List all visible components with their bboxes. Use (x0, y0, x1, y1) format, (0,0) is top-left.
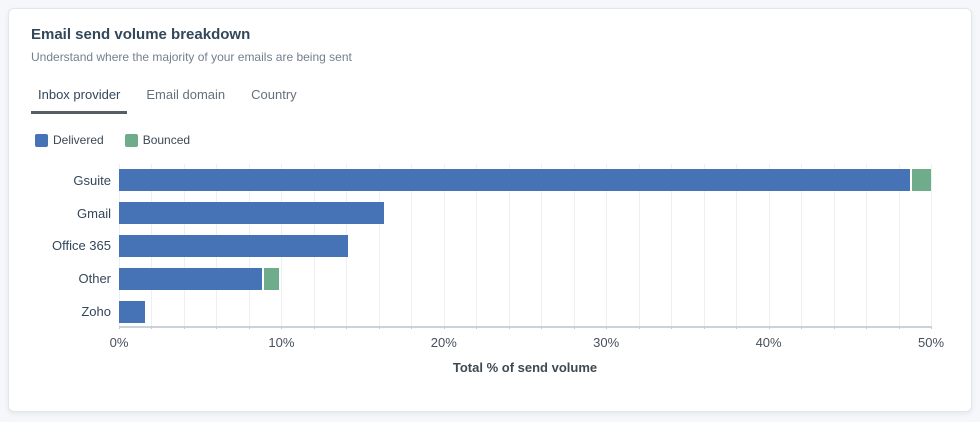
bar-row-other: Other (78, 262, 931, 295)
gridline (671, 164, 673, 326)
bar-row-gsuite: Gsuite (73, 164, 931, 197)
axis-tick (866, 326, 868, 329)
axis-tick (638, 326, 640, 329)
plot-area: Gsuite Gmail Office 365 Other Zoho (52, 164, 932, 329)
x-tick-label: 20% (430, 335, 457, 350)
gridline (508, 164, 510, 326)
axis-tick (281, 326, 283, 329)
bar-segment-delivered (119, 202, 384, 225)
gridline (443, 164, 445, 326)
axis-tick (898, 326, 900, 329)
axis-tick (119, 326, 120, 329)
card-subtitle: Understand where the majority of your em… (31, 50, 352, 64)
page-title: Email send volume breakdown (31, 26, 251, 43)
tab-bar: Inbox provider Email domain Country (31, 87, 949, 114)
axis-tick (378, 326, 380, 329)
email-send-volume-card: Email send volume breakdown Understand w… (8, 8, 972, 412)
category-label: Zoho (81, 304, 111, 320)
axis-tick (736, 326, 738, 329)
bar-row-gmail: Gmail (77, 197, 931, 230)
x-tick-label: 50% (917, 335, 945, 350)
axis-tick (931, 326, 932, 329)
axis-tick (346, 326, 348, 329)
bar-segment-bounced (263, 267, 279, 290)
stacked-bar (119, 169, 931, 192)
legend-swatch-delivered (35, 133, 48, 147)
gridline (898, 164, 900, 326)
x-axis-title: Total % of send volume (452, 360, 598, 375)
axis-tick (573, 326, 575, 329)
gridline (573, 164, 575, 326)
gridline (703, 164, 705, 326)
x-tick-label: 0% (109, 335, 129, 350)
axis-tick (313, 326, 315, 329)
bar-segment-bounced (911, 169, 931, 192)
axis-tick (768, 326, 770, 329)
gridline (541, 164, 543, 326)
legend-item-delivered[interactable]: Delivered (35, 133, 104, 147)
gridline (411, 164, 413, 326)
axis-tick (183, 326, 185, 329)
axis-tick (801, 326, 803, 329)
gridline (736, 164, 738, 326)
tab-inbox-provider[interactable]: Inbox provider (31, 87, 128, 114)
category-label: Office 365 (51, 238, 111, 254)
axis-tick (606, 326, 608, 329)
bar-segment-delivered (119, 300, 145, 323)
tab-country[interactable]: Country (251, 87, 297, 102)
x-tick-label: 40% (755, 335, 782, 350)
tab-email-domain[interactable]: Email domain (146, 87, 226, 102)
gridline (476, 164, 478, 326)
axis-tick (476, 326, 478, 329)
axis-tick (541, 326, 543, 329)
stacked-bar (119, 234, 931, 257)
bar-chart: Gsuite Gmail Office 365 Other Zoho 0% 10% 20% 3… (31, 164, 949, 375)
x-axis: 0% 10% 20% 30% 40% 50% (110, 335, 944, 351)
x-tick-label: 10% (268, 335, 295, 350)
stacked-bar (119, 300, 931, 323)
gridline (638, 164, 640, 326)
axis-tick (671, 326, 673, 329)
gridline (768, 164, 770, 326)
x-tick-label: 30% (593, 335, 620, 350)
legend-label: Delivered (53, 133, 104, 147)
axis-tick (508, 326, 510, 329)
legend-swatch-bounced (124, 133, 138, 147)
gridline (606, 164, 608, 326)
axis-tick (216, 326, 218, 329)
bar-row-zoho: Zoho (81, 295, 931, 328)
axis-tick (443, 326, 445, 329)
bar-segment-delivered (119, 267, 262, 290)
axis-tick (411, 326, 413, 329)
category-label: Gmail (77, 205, 111, 221)
gridline (833, 164, 835, 326)
gridline (931, 164, 932, 326)
stacked-bar (119, 202, 931, 225)
axis-tick (833, 326, 835, 329)
chart-legend: Delivered Bounced (31, 133, 949, 147)
axis-tick (703, 326, 705, 329)
category-label: Gsuite (73, 172, 111, 188)
category-label: Other (78, 271, 111, 287)
legend-item-bounced[interactable]: Bounced (124, 133, 191, 147)
bar-segment-delivered (119, 234, 348, 257)
stacked-bar (119, 267, 931, 290)
bar-segment-delivered (119, 169, 910, 192)
axis-tick (151, 326, 153, 329)
gridline (378, 164, 380, 326)
axis-tick (248, 326, 250, 329)
gridline (866, 164, 868, 326)
legend-label: Bounced (142, 133, 191, 147)
bar-row-office-365: Office 365 (52, 230, 931, 263)
gridline (801, 164, 803, 326)
